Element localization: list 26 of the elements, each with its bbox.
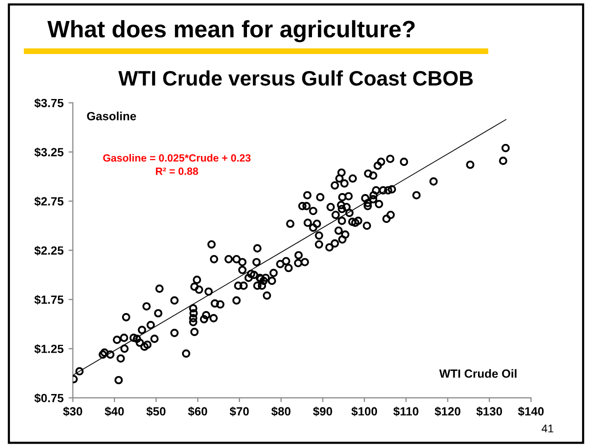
x-tick-label: $120 [434, 406, 460, 416]
y-tick-label: $2.25 [34, 246, 64, 256]
y-tick-label: $1.25 [34, 344, 64, 354]
annotation: R² = 0.88 [156, 168, 198, 175]
chart-title: What does mean for agriculture? [47, 20, 415, 42]
chart-subtitle: WTI Crude versus Gulf Coast CBOB [118, 70, 473, 86]
x-tick-label: $60 [188, 406, 208, 416]
y-tick-label: $3.25 [34, 147, 64, 158]
x-tick-label: $130 [476, 406, 502, 416]
y-tick-label: $3.75 [34, 98, 64, 108]
x-tick-label: $40 [104, 406, 124, 416]
x-tick-label: $30 [63, 406, 82, 416]
x-tick-label: $90 [313, 406, 332, 416]
text: 41 [542, 424, 554, 432]
y-axis-title: Gasoline [87, 112, 136, 120]
y-tick-label: $1.75 [34, 295, 64, 305]
y-tick-label: $0.75 [34, 393, 64, 403]
x-tick-label: $110 [393, 406, 418, 416]
x-tick-label: $70 [230, 406, 249, 416]
x-axis-title: WTI Crude Oil [439, 369, 516, 378]
annotation: Gasoline = 0.025*Crude + 0.23 [103, 154, 251, 162]
x-tick-label: $140 [518, 406, 544, 416]
y-tick-label: $2.75 [34, 196, 64, 206]
x-tick-label: $100 [351, 406, 378, 416]
x-tick-label: $50 [146, 406, 166, 416]
x-tick-label: $80 [271, 406, 290, 416]
